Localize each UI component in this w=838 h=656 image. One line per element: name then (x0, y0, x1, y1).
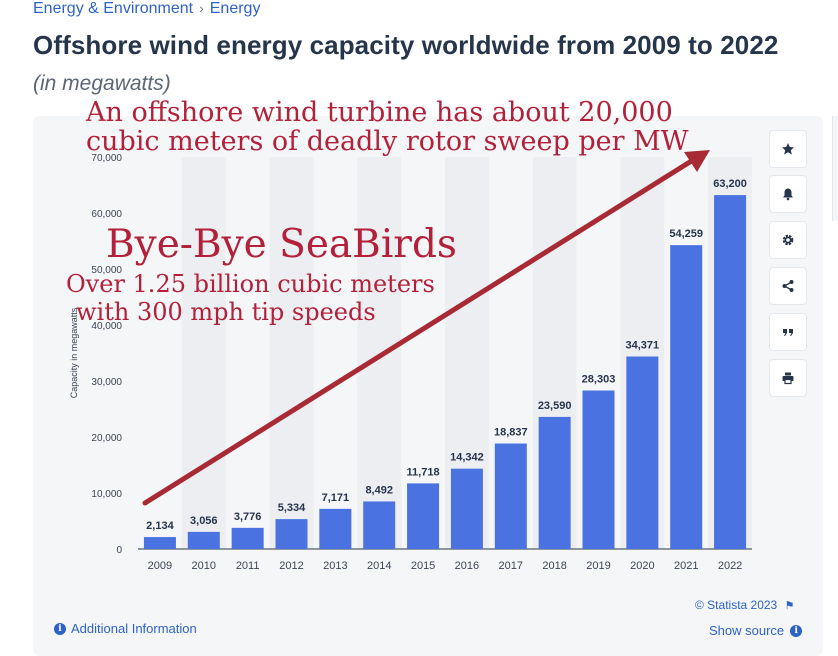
bar (582, 390, 615, 549)
bar (187, 531, 220, 549)
annotation-line-1: An offshore wind turbine has about 20,00… (86, 97, 673, 128)
annotation-line-2: cubic meters of deadly rotor sweep per M… (86, 126, 689, 157)
x-tick-label: 2017 (499, 560, 523, 572)
data-label: 5,334 (278, 502, 306, 514)
x-tick-label: 2020 (630, 560, 654, 572)
data-label: 3,056 (190, 515, 218, 527)
x-tick-label: 2015 (411, 560, 435, 572)
show-source-label: Show source (709, 623, 785, 638)
star-icon (782, 143, 794, 155)
bar (407, 483, 440, 549)
data-label: 18,837 (494, 427, 528, 439)
y-tick-label: 60,000 (91, 209, 122, 220)
additional-information-link[interactable]: i Additional Information (54, 621, 197, 636)
bar (714, 195, 747, 549)
column-band (181, 157, 226, 549)
x-tick-label: 2013 (323, 560, 347, 572)
bar (494, 443, 527, 549)
bar (363, 501, 396, 549)
y-tick-label: 30,000 (91, 377, 122, 388)
bar (626, 356, 659, 549)
x-tick-label: 2021 (674, 560, 698, 572)
y-tick-label: 20,000 (91, 433, 122, 444)
annotation-arrow-line (142, 157, 696, 506)
data-label: 2,134 (146, 520, 174, 532)
x-tick-label: 2014 (367, 560, 391, 572)
printer-icon (782, 372, 794, 385)
column-band (357, 157, 402, 549)
breadcrumb-link-energy[interactable]: Energy (209, 0, 261, 17)
data-label: 3,776 (234, 511, 262, 523)
x-tick-label: 2010 (192, 560, 216, 572)
y-axis-label: Capacity in megawatts (69, 307, 79, 398)
x-tick-label: 2011 (236, 560, 260, 572)
bar (319, 508, 352, 549)
bar (275, 519, 308, 549)
page-title: Offshore wind energy capacity worldwide … (33, 30, 779, 60)
y-tick-label: 0 (116, 545, 122, 556)
breadcrumb-separator: › (199, 0, 204, 16)
annotation-arrowhead (684, 150, 710, 172)
annotation-line-4: with 300 mph tip speeds (76, 298, 376, 326)
breadcrumb-link-energy-environment[interactable]: Energy & Environment (33, 0, 194, 17)
data-label: 28,303 (582, 374, 616, 386)
page-subtitle: (in megawatts) (33, 72, 171, 95)
statista-credit[interactable]: © Statista 2023 ⚑ (695, 598, 794, 612)
y-tick-label: 10,000 (91, 489, 122, 500)
data-label: 63,200 (713, 178, 747, 190)
x-tick-label: 2009 (148, 560, 172, 572)
data-label: 23,590 (538, 400, 572, 412)
annotation-rotor-sweep: An offshore wind turbine has about 20,00… (86, 98, 689, 156)
quote-icon (783, 329, 793, 336)
data-label: 14,342 (450, 452, 484, 464)
x-tick-label: 2019 (586, 560, 610, 572)
data-label: 54,259 (669, 228, 703, 240)
bar (670, 245, 703, 549)
share-button[interactable] (769, 267, 807, 305)
favorite-button[interactable] (769, 130, 807, 168)
share-icon (782, 280, 794, 292)
breadcrumb: Energy & Environment › Energy (33, 0, 260, 18)
x-tick-label: 2018 (542, 560, 566, 572)
column-band (269, 157, 314, 549)
flag-icon: ⚑ (784, 600, 795, 612)
additional-information-label: Additional Information (71, 621, 197, 636)
notification-button[interactable] (769, 175, 807, 213)
data-label: 11,718 (407, 466, 440, 478)
print-button[interactable] (769, 359, 807, 397)
data-label: 8,492 (365, 484, 393, 496)
cite-button[interactable] (769, 313, 807, 351)
credit-text: © Statista 2023 (695, 598, 778, 612)
data-label: 7,171 (322, 492, 350, 504)
adjacent-panel-edge (832, 116, 838, 221)
y-tick-label: 70,000 (91, 153, 122, 164)
info-icon: i (54, 622, 66, 635)
bar (450, 468, 483, 549)
bar (538, 416, 571, 549)
x-tick-label: 2022 (718, 560, 742, 572)
x-tick-label: 2016 (455, 560, 479, 572)
bar (231, 527, 264, 549)
annotation-headline: Bye-Bye SeaBirds (106, 222, 457, 267)
settings-button[interactable] (769, 221, 807, 259)
bar (143, 537, 176, 549)
x-tick-label: 2012 (279, 560, 303, 572)
gear-icon (782, 234, 794, 246)
y-tick-label: 50,000 (91, 265, 122, 276)
annotation-volume: Over 1.25 billion cubic meters with 300 … (66, 270, 435, 326)
y-tick-label: 40,000 (91, 321, 122, 332)
annotation-line-3: Over 1.25 billion cubic meters (66, 270, 435, 298)
data-label: 34,371 (626, 340, 660, 352)
bell-icon (783, 188, 793, 201)
info-icon: i (790, 624, 803, 637)
show-source-link[interactable]: Show source i (709, 623, 803, 638)
